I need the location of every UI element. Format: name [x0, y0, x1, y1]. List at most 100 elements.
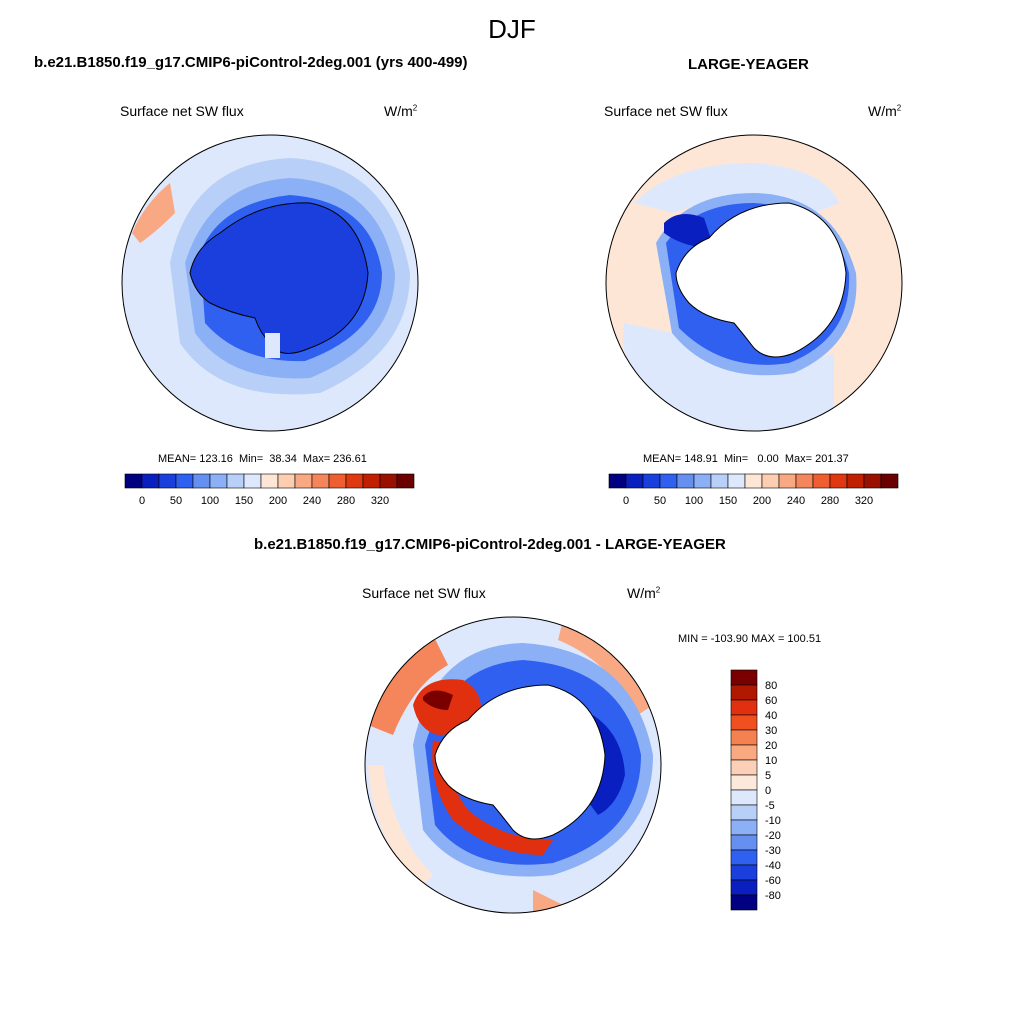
panel1-colorbar-swatch — [294, 473, 313, 489]
panel1-colorbar-tick-label: 240 — [303, 495, 321, 507]
panel2-colorbar-swatch — [693, 473, 712, 489]
panel1-colorbar-swatch — [396, 473, 415, 489]
panel2-polar-map — [605, 134, 903, 432]
panel2-colorbar-tick-label: 240 — [787, 495, 805, 507]
panel2-colorbar-swatch — [761, 473, 780, 489]
panel1-colorbar-swatch — [260, 473, 279, 489]
panel2-colorbar-swatch — [642, 473, 661, 489]
panel3-antarctica-outline — [434, 684, 606, 840]
panel3-units: W/m2 — [627, 585, 661, 601]
panel2-map-border — [605, 134, 903, 432]
panel2-colorbar: 0 50 100 150 200 240 280 320 — [608, 473, 899, 507]
panel1-map-border — [121, 134, 419, 432]
panel3-ne-warm — [558, 620, 653, 715]
panel2-colorbar-swatch — [812, 473, 831, 489]
panel1-colorbar-swatch — [277, 473, 296, 489]
panel3-colorbar-swatch — [730, 819, 758, 836]
panel2-antarctica-outline — [675, 202, 847, 358]
panel3-colorbar: 80 60 40 30 20 10 5 0 -5 -10 -20 -30 -40 -60 -80 — [730, 669, 781, 911]
panel3-colorbar-swatch — [730, 729, 758, 746]
panel1-colorbar-swatch — [192, 473, 211, 489]
panel2-colorbar-tick-label: 280 — [821, 495, 839, 507]
panel2-colorbar-swatch — [625, 473, 644, 489]
panel1-colorbar-swatch — [226, 473, 245, 489]
panel1-colorbar-tick-label: 100 — [201, 495, 219, 507]
panel2-colorbar-tick-label: 200 — [753, 495, 771, 507]
panel3-colorbar-swatch — [730, 744, 758, 761]
panel1-colorbar: 0 50 100 150 200 240 280 320 — [124, 473, 415, 507]
panel3-stats: MIN = -103.90 MAX = 100.51 — [678, 633, 822, 645]
panel3-colorbar-swatch — [730, 774, 758, 791]
panel3-colorbar-swatch — [730, 864, 758, 881]
panel1-colorbar-swatch — [328, 473, 347, 489]
panel3-colorbar-swatch — [730, 684, 758, 701]
panel1-units: W/m2 — [384, 103, 418, 119]
panel3-colorbar-tick-label: -20 — [765, 830, 781, 842]
panel1-colorbar-swatch — [345, 473, 364, 489]
panel2-colorbar-tick-label: 320 — [855, 495, 873, 507]
panel2-colorbar-swatch — [795, 473, 814, 489]
panel2-colorbar-swatch — [744, 473, 763, 489]
figure-title: DJF — [488, 14, 536, 44]
panel3-colorbar-swatch — [730, 834, 758, 851]
panel2-variable-label: Surface net SW flux — [604, 103, 728, 119]
panel1-colorbar-swatch — [379, 473, 398, 489]
panel3-colorbar-tick-label: 10 — [765, 755, 777, 767]
panel3-polar-map — [364, 616, 662, 914]
panel3-colorbar-swatch — [730, 669, 758, 686]
panel2-colorbar-swatch — [829, 473, 848, 489]
panel1-colorbar-tick-label: 50 — [170, 495, 182, 507]
case1-title: b.e21.B1850.f19_g17.CMIP6-piControl-2deg… — [34, 54, 468, 71]
panel2-colorbar-tick-label: 150 — [719, 495, 737, 507]
panel1-colorbar-swatch — [209, 473, 228, 489]
panel3-colorbar-tick-label: -80 — [765, 890, 781, 902]
panel1-colorbar-swatch — [124, 473, 143, 489]
panel1-colorbar-tick-label: 280 — [337, 495, 355, 507]
panel2-weddell-dark — [664, 214, 714, 248]
case2-title: LARGE-YEAGER — [688, 56, 809, 73]
panel1-ross-gap — [265, 333, 280, 358]
panel1-colorbar-tick-label: 0 — [139, 495, 145, 507]
panel1-stats: MEAN= 123.16 Min= 38.34 Max= 236.61 — [158, 453, 367, 465]
panel3-colorbar-swatch — [730, 894, 758, 911]
panel1-nw-warm — [132, 183, 175, 243]
panel1-variable-label: Surface net SW flux — [120, 103, 244, 119]
panel3-nw-warm — [368, 635, 448, 735]
panel3-west-warm — [368, 765, 433, 885]
panel3-colorbar-swatch — [730, 759, 758, 776]
panel2-colorbar-swatch — [608, 473, 627, 489]
panel3-colorbar-tick-label: -60 — [765, 875, 781, 887]
panel2-colorbar-swatch — [676, 473, 695, 489]
panel3-colorbar-swatch — [730, 804, 758, 821]
panel2-colorbar-tick-label: 50 — [654, 495, 666, 507]
panel3-colorbar-tick-label: 60 — [765, 695, 777, 707]
panel2-colorbar-swatch — [727, 473, 746, 489]
panel1-colorbar-swatch — [158, 473, 177, 489]
panel2-colorbar-tick-label: 0 — [623, 495, 629, 507]
panel3-colorbar-tick-label: 80 — [765, 680, 777, 692]
panel3-colorbar-tick-label: -5 — [765, 800, 775, 812]
panel1-colorbar-tick-label: 320 — [371, 495, 389, 507]
panel3-colorbar-tick-label: 0 — [765, 785, 771, 797]
panel3-colorbar-tick-label: -10 — [765, 815, 781, 827]
panel2-colorbar-swatch — [778, 473, 797, 489]
panel2-stats: MEAN= 148.91 Min= 0.00 Max= 201.37 — [643, 453, 849, 465]
panel3-variable-label: Surface net SW flux — [362, 585, 486, 601]
panel1-antarctica-outline — [189, 202, 369, 354]
panel1-colorbar-tick-label: 200 — [269, 495, 287, 507]
panel3-colorbar-swatch — [730, 699, 758, 716]
panel3-colorbar-swatch — [730, 714, 758, 731]
panel3-colorbar-tick-label: 20 — [765, 740, 777, 752]
panel2-colorbar-swatch — [880, 473, 899, 489]
panel2-pacific-light — [622, 323, 834, 431]
panel2-colorbar-swatch — [659, 473, 678, 489]
panel3-colorbar-swatch — [730, 879, 758, 896]
panel1-polar-map — [121, 134, 419, 432]
diff-title: b.e21.B1850.f19_g17.CMIP6-piControl-2deg… — [254, 536, 726, 553]
panel1-colorbar-swatch — [243, 473, 262, 489]
panel1-colorbar-swatch — [311, 473, 330, 489]
panel3-map-border — [364, 616, 662, 914]
panel3-colorbar-swatch — [730, 789, 758, 806]
panel1-colorbar-swatch — [141, 473, 160, 489]
panel3-weddell-darkred — [423, 690, 453, 710]
